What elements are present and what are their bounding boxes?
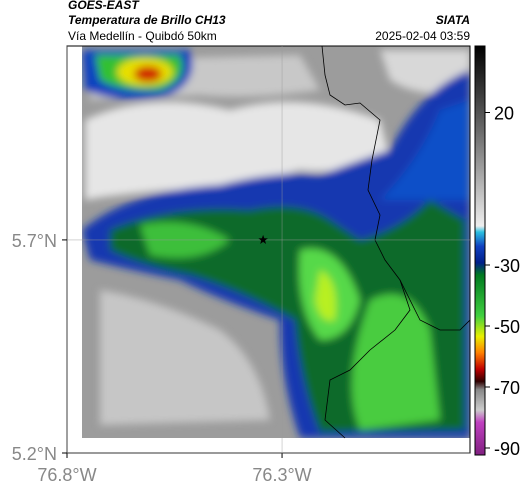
station-marker [258,234,268,244]
colorbar-tick-label: -30 [494,256,520,276]
x-tick-label: 76.8°W [37,465,96,485]
colorbar-tick-label: 20 [494,103,514,123]
route: Vía Medellín - Quibdó 50km [68,29,217,43]
source: GOES-EAST [68,0,140,12]
agency: SIATA [436,13,470,27]
y-tick-label: 5.7°N [12,231,57,251]
colorbar [474,45,486,456]
product: Temperatura de Brillo CH13 [68,13,226,27]
datetime: 2025-02-04 03:59 [375,29,470,43]
colorbar-tick-label: -90 [494,439,520,459]
colorbar-tick-label: -70 [494,378,520,398]
y-tick-label: 5.2°N [12,444,57,464]
x-tick-label: 76.3°W [252,465,311,485]
imagery [67,46,470,453]
colorbar-tick-label: -50 [494,317,520,337]
